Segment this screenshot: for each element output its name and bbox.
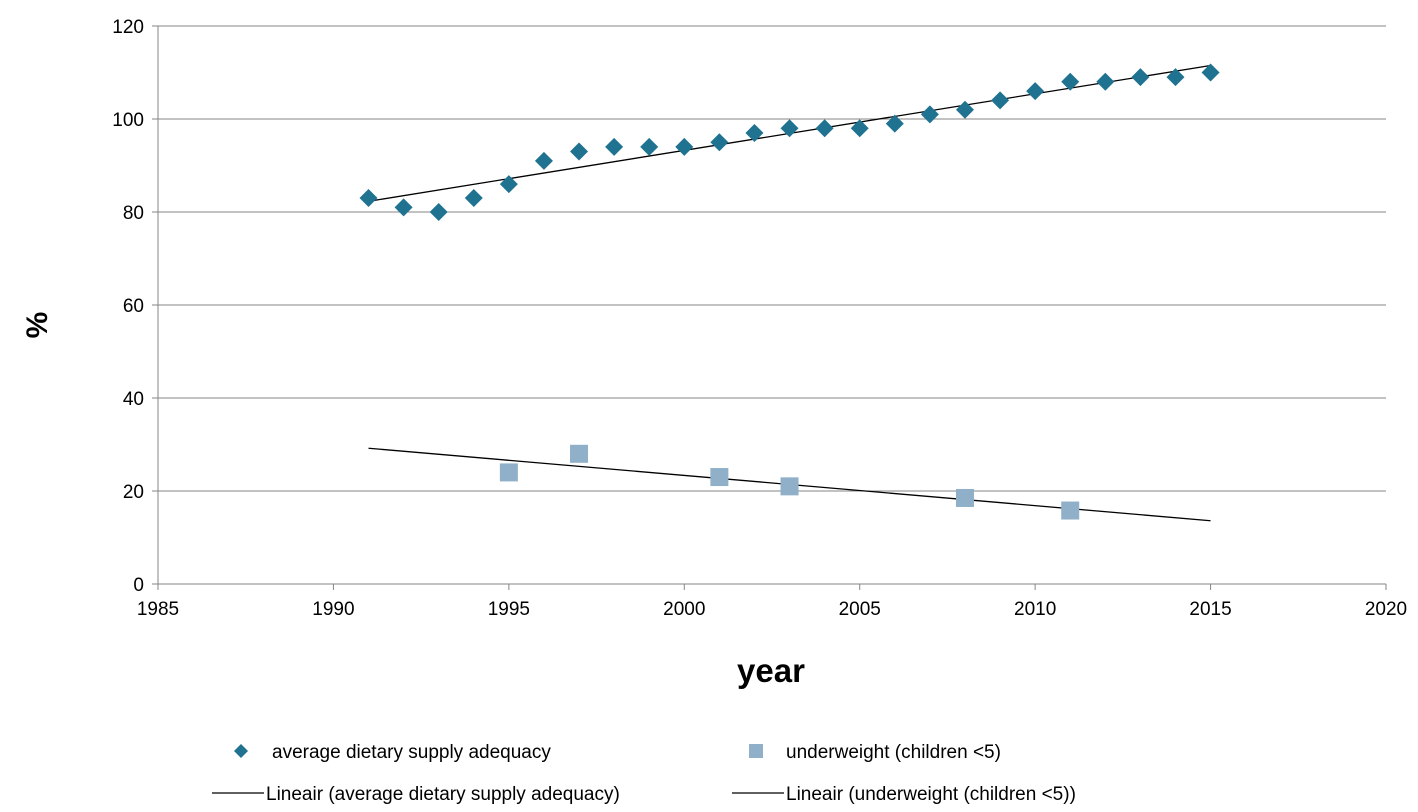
data-point-series-2	[570, 444, 589, 463]
data-point-series-1	[1201, 63, 1220, 82]
data-point-series-2	[499, 463, 518, 482]
data-point-series-1	[710, 133, 729, 152]
x-tick-label: 2015	[1189, 599, 1231, 620]
data-point-series-1	[745, 123, 764, 142]
data-point-series-2	[955, 488, 974, 507]
y-tick-label: 100	[112, 110, 144, 131]
x-tick-labels: 1985 1990 1995 2000 2005 2010 2015 2020	[137, 599, 1407, 620]
legend-label-trendline-1: Lineair (average dietary supply adequacy…	[266, 784, 620, 805]
data-point-series-2	[1061, 501, 1080, 520]
x-axis-title: year	[737, 652, 805, 689]
data-point-series-1	[534, 151, 553, 170]
legend: average dietary supply adequacy underweig…	[212, 742, 1076, 805]
x-tick-label: 2010	[1014, 599, 1056, 620]
data-point-series-1	[499, 175, 518, 194]
x-tick-label: 1990	[312, 599, 354, 620]
y-tick-label: 0	[133, 575, 144, 596]
y-tick-labels: 0 20 40 60 80 100 120	[112, 17, 144, 596]
legend-label-trendline-2: Lineair (underweight (children <5))	[786, 784, 1076, 805]
data-point-series-1	[1131, 68, 1150, 87]
data-point-series-1	[815, 119, 834, 138]
x-tick-label: 2020	[1365, 599, 1407, 620]
data-point-series-1	[1166, 68, 1185, 87]
y-tick-label: 120	[112, 17, 144, 38]
data-point-series-1	[991, 91, 1010, 110]
x-tick-label: 1985	[137, 599, 179, 620]
axes	[152, 25, 1387, 590]
legend-marker-series-1	[234, 744, 248, 758]
data-point-series-1	[1026, 82, 1045, 101]
legend-label-series-2: underweight (children <5)	[786, 742, 1001, 763]
data-point-series-2	[710, 468, 729, 487]
data-point-series-1	[675, 137, 694, 156]
data-point-series-1	[780, 119, 799, 138]
data-point-series-1	[570, 142, 589, 161]
legend-marker-series-2	[749, 744, 763, 758]
data-point-series-1	[605, 137, 624, 156]
data-point-series-1	[850, 119, 869, 138]
data-points	[359, 63, 1220, 520]
data-point-series-1	[885, 114, 904, 133]
data-point-series-1	[359, 189, 378, 208]
y-tick-label: 60	[123, 296, 144, 317]
data-point-series-1	[1096, 72, 1115, 91]
data-point-series-1	[429, 203, 448, 221]
gridlines	[158, 25, 1386, 492]
data-point-series-1	[394, 198, 413, 217]
y-tick-label: 80	[123, 203, 144, 224]
data-point-series-1	[955, 100, 974, 119]
y-axis-title: %	[21, 312, 54, 339]
data-point-series-1	[640, 137, 659, 156]
data-point-series-1	[464, 189, 483, 208]
y-tick-label: 20	[123, 482, 144, 503]
data-point-series-1	[1061, 72, 1080, 91]
x-tick-label: 1995	[488, 599, 530, 620]
x-tick-label: 2005	[839, 599, 881, 620]
data-point-series-1	[920, 105, 939, 124]
y-tick-label: 40	[123, 389, 144, 410]
data-point-series-2	[780, 477, 799, 496]
legend-label-series-1: average dietary supply adequacy	[272, 742, 551, 763]
x-tick-label: 2000	[663, 599, 705, 620]
